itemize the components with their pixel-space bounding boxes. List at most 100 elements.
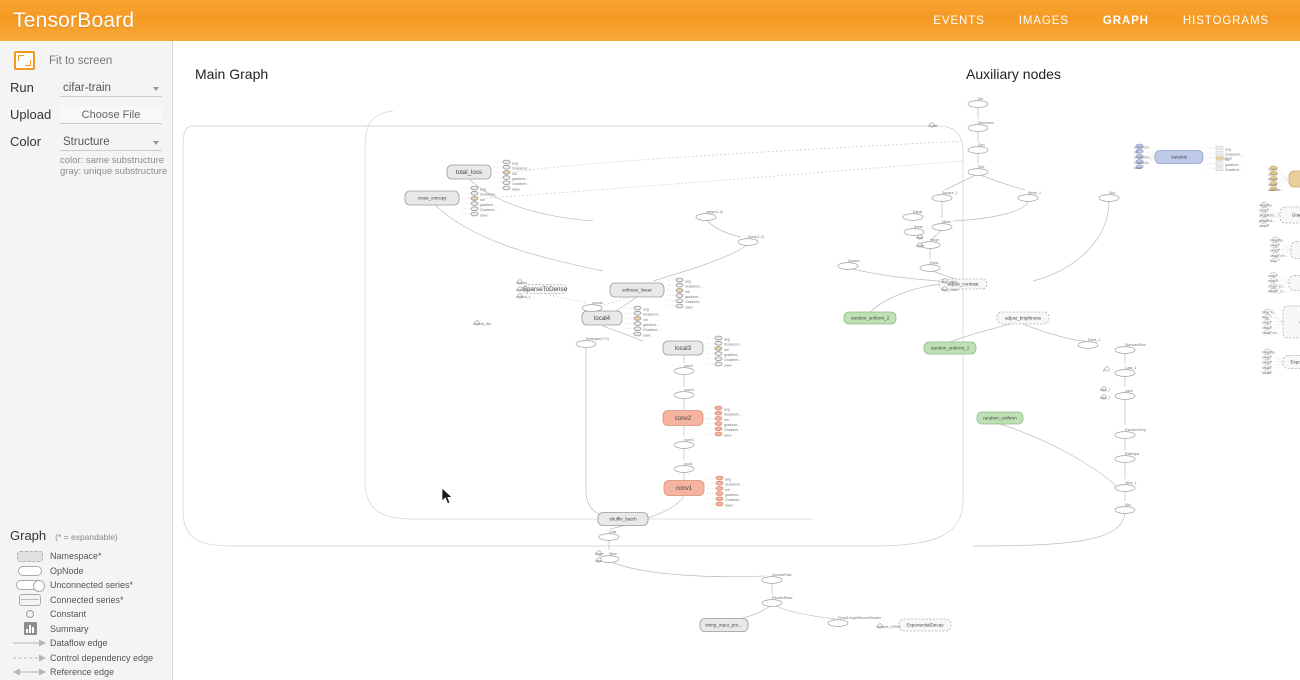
svg-text:save: save <box>480 213 488 217</box>
fit-to-screen-row[interactable]: Fit to screen <box>0 47 172 74</box>
svg-text:Mean_1: Mean_1 <box>1028 191 1041 195</box>
graph-constant-node[interactable]: max_value <box>941 286 958 292</box>
graph-op-node[interactable]: linear <box>903 225 925 236</box>
graph-node-softmax_linear[interactable]: softmax_linearavgScalarsm…initgradient…G… <box>609 277 704 309</box>
graph-op-node[interactable]: FixedLengthRecordReader <box>827 616 882 627</box>
graph-op-node[interactable]: Maximum <box>967 121 994 132</box>
choose-file-button[interactable]: Choose File <box>60 105 162 124</box>
graph-node-total_loss[interactable]: total_lossavgScalarsm…initgradient…Gradi… <box>446 159 531 191</box>
graph-node-local4[interactable]: local4 avg Scalarsm…initgradient…Gradient…… <box>581 305 662 337</box>
graph-node-ExponentialDecay[interactable]: ExponentialDecay <box>898 618 952 632</box>
graph-op-node[interactable]: Cast_1 <box>1114 366 1136 377</box>
graph-node-shuffle_batch[interactable]: shuffle_batch <box>597 512 649 526</box>
graph-op-node[interactable]: Sub <box>967 165 989 176</box>
main-graph-ops[interactable]: Div Maximum Sqrt Sub Square_1 Mean_1 Sub Mean ra… <box>575 97 1146 627</box>
graph-canvas[interactable]: Main Graph Auxiliary nodes <box>173 41 1300 680</box>
run-select[interactable]: cifar-train <box>60 79 162 97</box>
graph-op-node[interactable]: Square_1 <box>931 191 958 202</box>
graph-constant-node[interactable]: size_1 <box>1100 386 1110 392</box>
graph-constant-node[interactable]: size_2 <box>1100 394 1110 400</box>
aux-node-Variable[interactable]: VariableScalarsm…initScalarsm…Gradient…s… <box>1134 143 1232 170</box>
graph-op-node[interactable]: norm1 <box>673 438 695 449</box>
tab-histograms[interactable]: HISTOGRAMS <box>1182 14 1269 27</box>
graph-node-label: ExponentialDecay <box>906 623 944 628</box>
main-graph-constants[interactable]: y size_1 size_2 start delta min_value max_valu… <box>473 122 1110 629</box>
svg-text:Sub: Sub <box>1109 191 1115 195</box>
main-graph-nodes[interactable]: total_lossavgScalarsm…initgradient…Gradi… <box>404 159 1050 632</box>
graph-op-node[interactable]: pool3 <box>673 364 695 375</box>
svg-text:Gradient…: Gradient… <box>724 358 742 362</box>
svg-text:total_lo…: total_lo… <box>1262 310 1278 314</box>
graph-op-node[interactable]: Reshape(\?:2) <box>575 337 609 348</box>
aux-node-save[interactable]: saveVariableconv1conv2cross_en…avgOutput <box>1270 236 1300 263</box>
graph-op-node[interactable]: Rank_1 <box>1077 338 1100 349</box>
graph-node-random_uniform[interactable]: random_uniform <box>976 411 1024 425</box>
graph-node-adjust_brightness[interactable]: adjust_brightness <box>996 311 1050 325</box>
graph-op-node[interactable]: pack <box>1114 389 1136 400</box>
graph-op-node[interactable]: RandomCrop <box>1114 428 1146 439</box>
graph-constant-node[interactable]: sparse_v <box>516 286 531 292</box>
graph-op-node[interactable]: DecodeRaw <box>761 573 792 584</box>
graph-constant-node[interactable]: delta <box>916 242 924 248</box>
graph-op-node[interactable]: Reshape <box>1114 452 1139 463</box>
graph-svg[interactable]: total_lossavgScalarsm…initgradient…Gradi… <box>173 41 1300 680</box>
graph-op-node[interactable]: Slice_1 <box>1114 481 1137 492</box>
graph-node-cross_entropy[interactable]: cross_entropy avg Scalarsm…initgradient…Gr… <box>404 185 499 217</box>
graph-op-node[interactable]: pool1 <box>673 462 695 473</box>
tab-events[interactable]: EVENTS <box>933 14 985 27</box>
graph-op-node[interactable]: StandardDev <box>1114 343 1146 354</box>
auxiliary-graph-nodes[interactable]: VariableScalarsm…initScalarsm…Gradient…s… <box>1134 143 1300 375</box>
graph-node-label: softmax_linear <box>622 288 652 293</box>
svg-text:size: size <box>595 559 601 563</box>
graph-constant-node[interactable]: default_v <box>516 293 531 299</box>
aux-node-gradients[interactable]: gradientstotal_lo…Avgconv1conv2cross_en…… <box>1262 305 1300 339</box>
graph-op-node[interactable]: Rank <box>919 261 941 272</box>
graph-op-node[interactable]: Rank(1-2) <box>737 235 764 246</box>
svg-text:conv2: conv2 <box>1268 172 1278 176</box>
graph-node-local3[interactable]: local3 avg Scalarsm…initgradient…Gradient…… <box>662 335 743 367</box>
graph-constant-node[interactable]: Const <box>928 122 937 128</box>
graph-op-node[interactable]: ReaderRead <box>761 596 792 607</box>
graph-constant-node[interactable]: min_value <box>941 278 957 284</box>
graph-constant-node[interactable]: begin <box>595 550 604 556</box>
graph-node-conv2[interactable]: conv2 avg Scalarsm…initgradient…Gradient…s… <box>662 405 743 437</box>
tab-images[interactable]: IMAGES <box>1018 14 1069 27</box>
graph-node-random_uniform_2[interactable]: random_uniform_2 <box>843 311 897 325</box>
color-select[interactable]: Structure <box>60 133 162 151</box>
svg-text:Scalarsm…: Scalarsm… <box>685 285 704 289</box>
graph-constant-node[interactable]: concat_dim <box>473 320 491 326</box>
graph-op-node[interactable]: Mean_1 <box>1017 191 1041 202</box>
aux-node-init[interactable]: initconv1conv2local3local4softmax…Output <box>1268 165 1300 192</box>
graph-op-node[interactable]: Equal <box>902 210 924 221</box>
legend-label-constant: Constant <box>50 609 87 620</box>
graph-constant-node[interactable]: size <box>595 557 602 563</box>
graph-op-node[interactable]: Mean <box>931 220 953 231</box>
graph-op-node[interactable]: Sub <box>1098 191 1120 202</box>
graph-op-node[interactable]: Div <box>967 97 989 108</box>
graph-op-node[interactable]: range <box>919 238 941 249</box>
graph-constant-node[interactable]: indices <box>516 279 527 285</box>
graph-op-node[interactable]: Mul <box>1114 503 1136 514</box>
graph-op-node[interactable]: range(1-3) <box>695 210 723 221</box>
color-hint-same: color: same substructure <box>60 155 165 166</box>
legend-item-constant: Constant <box>10 607 163 622</box>
graph-op-node[interactable]: Sqrt <box>967 143 989 154</box>
graph-node-random_uniform_1[interactable]: random_uniform_1 <box>923 341 977 355</box>
graph-op-node[interactable]: Cast <box>598 530 620 541</box>
graph-constant-node[interactable]: start <box>916 234 923 240</box>
graph-constant-node[interactable]: variable_09992 <box>876 623 901 629</box>
graph-op-node[interactable]: Square <box>837 259 860 270</box>
graph-node-SparseToDense[interactable]: SparseToDense <box>522 284 568 294</box>
graph-node-adjust_contrast[interactable]: adjust_contrast <box>938 278 988 290</box>
fit-to-screen-icon[interactable] <box>14 51 35 70</box>
tab-graph[interactable]: GRAPH <box>1102 14 1149 27</box>
graph-constant-node[interactable]: y <box>1103 366 1110 372</box>
svg-text:save: save <box>643 333 651 337</box>
graph-op-node[interactable]: norm2 <box>673 388 695 399</box>
graph-node-conv1[interactable]: conv1 avg Scalarsm…initgradient…Gradient…s… <box>663 475 744 507</box>
graph-op-node[interactable]: concat <box>581 301 603 312</box>
graph-node-string_input[interactable]: string_input_pro… <box>699 618 749 632</box>
